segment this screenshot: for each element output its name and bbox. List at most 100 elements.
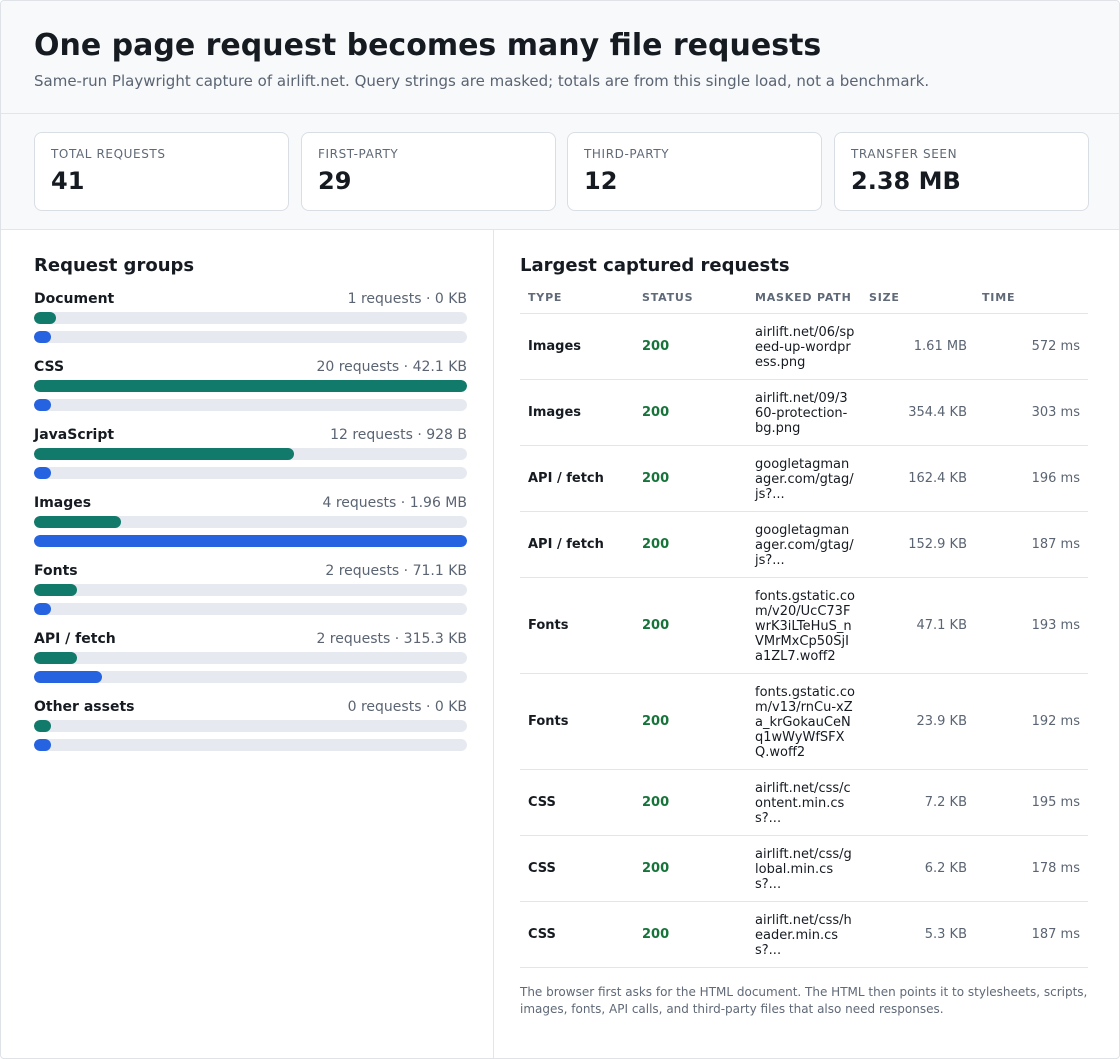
request-type: CSS [528,795,556,810]
column-header-type: TYPE [528,291,563,304]
stat-label: FIRST-PARTY [318,147,399,161]
request-count-bar [34,448,294,460]
transfer-size-track [34,399,467,411]
request-status: 200 [642,339,670,354]
request-count-track [34,448,467,460]
table-row[interactable]: API / fetch 200 162.4 KB 196 ms googletagman… [520,446,1088,512]
request-count-bar [34,584,77,596]
request-size: 152.9 KB [908,537,967,552]
request-masked-path: fonts.gstatic.com/v20/UcC73FwrK3iLTeHuS_… [755,589,855,664]
transfer-size-track [34,535,467,547]
transfer-size-bar [34,603,51,615]
request-size: 7.2 KB [924,795,967,810]
request-masked-path: airlift.net/css/content.min.css?... [755,781,851,826]
request-size: 354.4 KB [908,405,967,420]
explanation-note: The browser first asks for the HTML docu… [520,985,1088,1016]
request-count-track [34,720,467,732]
request-status: 200 [642,405,670,420]
request-count-bar [34,652,77,664]
request-type: API / fetch [528,537,604,552]
request-group-name: CSS [34,359,65,375]
request-count-bar [34,516,121,528]
request-masked-path: fonts.gstatic.com/v13/rnCu-xZa_krGokauCe… [755,685,855,760]
table-row[interactable]: Images 200 354.4 KB 303 ms airlift.net/09/36… [520,380,1088,446]
request-status: 200 [642,861,670,876]
stat-value: 41 [51,167,85,195]
request-time: 196 ms [1031,471,1080,486]
request-group-meta: 12 requests · 928 B [330,427,467,443]
stat-card-third-party: THIRD-PARTY 12 [567,132,822,211]
table-row[interactable]: Images 200 1.61 MB 572 ms airlift.net/06/spe… [520,314,1088,380]
table-row[interactable]: Fonts 200 23.9 KB 192 ms fonts.gstatic.com/v… [520,674,1088,770]
request-status: 200 [642,795,670,810]
stat-label: TRANSFER SEEN [851,147,958,161]
request-time: 178 ms [1031,861,1080,876]
request-groups-title: Request groups [34,255,195,276]
table-row[interactable]: API / fetch 200 152.9 KB 187 ms googletagman… [520,512,1088,578]
request-group-meta: 2 requests · 315.3 KB [316,631,467,647]
largest-requests-title: Largest captured requests [520,255,790,276]
page-subtitle: Same-run Playwright capture of airlift.n… [34,72,930,90]
request-type: Fonts [528,618,569,633]
transfer-size-bar [34,331,51,343]
request-group-name: Other assets [34,699,135,715]
table-row[interactable]: CSS 200 6.2 KB 178 ms airlift.net/css/global… [520,836,1088,902]
request-status: 200 [642,618,670,633]
request-size: 1.61 MB [913,339,967,354]
report-header: One page request becomes many file reque… [1,1,1119,114]
request-count-track [34,652,467,664]
request-group: CSS 20 requests · 42.1 KB [34,359,467,419]
request-status: 200 [642,537,670,552]
request-size: 5.3 KB [924,927,967,942]
request-count-track [34,516,467,528]
request-group-meta: 2 requests · 71.1 KB [325,563,467,579]
column-header-status: STATUS [642,291,694,304]
table-row[interactable]: CSS 200 7.2 KB 195 ms airlift.net/css/conten… [520,770,1088,836]
request-size: 47.1 KB [916,618,967,633]
panel-divider [493,230,494,1058]
transfer-size-track [34,603,467,615]
request-masked-path: googletagmanager.com/gtag/js?... [755,457,854,502]
request-group: Other assets 0 requests · 0 KB [34,699,467,759]
request-group-meta: 20 requests · 42.1 KB [316,359,467,375]
request-group-name: Document [34,291,115,307]
request-type: Fonts [528,714,569,729]
request-count-track [34,312,467,324]
request-type: API / fetch [528,471,604,486]
request-group: API / fetch 2 requests · 315.3 KB [34,631,467,691]
request-time: 572 ms [1031,339,1080,354]
request-type: Images [528,405,582,420]
stats-strip: TOTAL REQUESTS 41 FIRST-PARTY 29 THIRD-P… [1,114,1119,230]
request-group-meta: 0 requests · 0 KB [347,699,467,715]
table-header: TYPE STATUS MASKED PATH SIZE TIME [520,284,1088,314]
stat-card-total-requests: TOTAL REQUESTS 41 [34,132,289,211]
request-time: 192 ms [1031,714,1080,729]
request-count-bar [34,380,467,392]
table-row[interactable]: Fonts 200 47.1 KB 193 ms fonts.gstatic.com/v… [520,578,1088,674]
request-group-name: JavaScript [34,427,115,443]
transfer-size-bar [34,535,467,547]
request-group-name: Fonts [34,563,78,579]
table-row[interactable]: CSS 200 5.3 KB 187 ms airlift.net/css/header… [520,902,1088,968]
request-masked-path: airlift.net/css/header.min.css?... [755,913,852,958]
transfer-size-track [34,671,467,683]
request-group: Images 4 requests · 1.96 MB [34,495,467,555]
transfer-size-track [34,739,467,751]
transfer-size-bar [34,671,102,683]
transfer-size-track [34,467,467,479]
transfer-size-bar [34,399,51,411]
request-group-meta: 1 requests · 0 KB [347,291,467,307]
request-group: Fonts 2 requests · 71.1 KB [34,563,467,623]
request-status: 200 [642,714,670,729]
request-type: Images [528,339,582,354]
request-masked-path: airlift.net/09/360-protection-bg.png [755,391,848,436]
request-count-bar [34,312,56,324]
request-type: CSS [528,861,556,876]
request-status: 200 [642,927,670,942]
request-masked-path: googletagmanager.com/gtag/js?... [755,523,854,568]
request-masked-path: airlift.net/css/global.min.css?... [755,847,852,892]
page-title: One page request becomes many file reque… [34,28,822,63]
stat-card-first-party: FIRST-PARTY 29 [301,132,556,211]
transfer-size-bar [34,739,51,751]
request-group: Document 1 requests · 0 KB [34,291,467,351]
